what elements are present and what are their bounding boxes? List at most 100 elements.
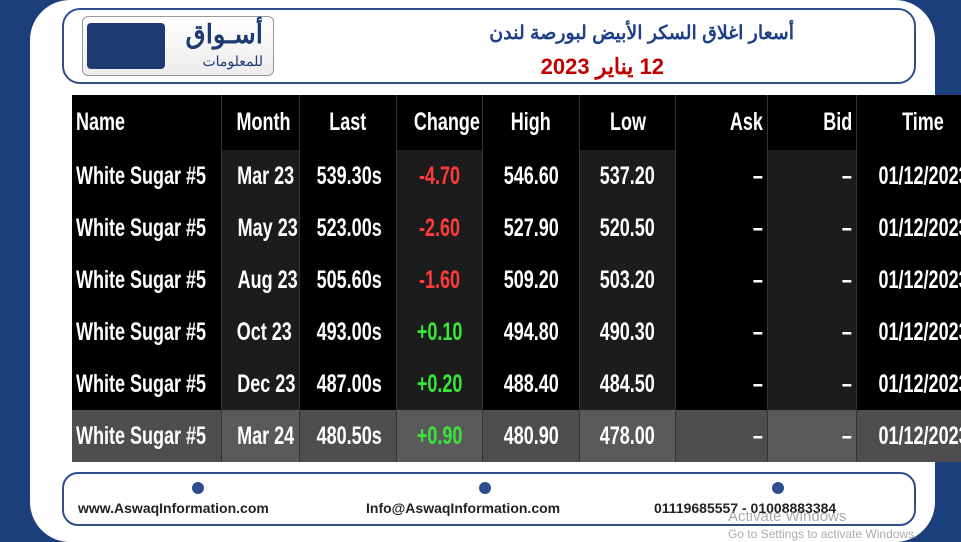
column-header: Name (72, 95, 222, 150)
cell: 509.20 (482, 254, 580, 306)
cell: – (767, 202, 857, 254)
cell: – (767, 410, 857, 462)
cell-text: Month (236, 108, 291, 136)
price-table: Name Month Last Change High Low Ask Bid Time Whit… (72, 95, 961, 462)
cell: 01/12/2023 (856, 150, 961, 202)
column-header: Low (579, 95, 676, 150)
cell-text: Mar 23 (237, 161, 295, 190)
cell: 01/12/2023 (856, 306, 961, 358)
cell-text: – (752, 421, 763, 450)
cell-text: 490.30 (599, 317, 656, 346)
cell: 478.00 (579, 410, 676, 462)
cell-text: -1.60 (418, 265, 461, 294)
cell: 503.20 (579, 254, 676, 306)
cell-text: – (841, 213, 852, 242)
cell: 01/12/2023 (856, 202, 961, 254)
cell-text: Change (413, 108, 480, 136)
cell-text: Mar 24 (237, 421, 295, 450)
watermark: Go to Settings to activate Windows. (728, 527, 918, 541)
cell: 488.40 (482, 358, 580, 410)
cell: – (675, 306, 768, 358)
column-header: Month (221, 95, 300, 150)
row: White Sugar #5 Aug 23 505.60s -1.60 509.20 50… (72, 254, 961, 306)
cell-text: 01/12/2023 (878, 213, 961, 242)
logo-sub: للمعلومات (202, 53, 263, 69)
cell-text: – (841, 317, 852, 346)
cell-text: – (841, 265, 852, 294)
phone-icon (772, 482, 784, 494)
watermark: Activate Windows (728, 508, 847, 525)
cell-text: Oct 23 (236, 317, 292, 346)
cell: White Sugar #5 (72, 358, 222, 410)
row: White Sugar #5 Dec 23 487.00s +0.20 488.40 48… (72, 358, 961, 410)
cell-text: 01/12/2023 (878, 161, 961, 190)
cell-text: Time (902, 108, 944, 136)
cell-text: 509.20 (503, 265, 559, 294)
cell: 480.50s (299, 410, 397, 462)
cell-text: +0.10 (416, 317, 463, 346)
cell: – (767, 306, 857, 358)
cell: – (767, 150, 857, 202)
cell: 480.90 (482, 410, 580, 462)
cell-text: White Sugar #5 (76, 213, 207, 242)
cell: -1.60 (396, 254, 483, 306)
cell: – (675, 254, 768, 306)
cell: 539.30s (299, 150, 397, 202)
cell: Oct 23 (221, 306, 300, 358)
column-header: Time (856, 95, 961, 150)
cell: 01/12/2023 (856, 410, 961, 462)
cell-text: White Sugar #5 (76, 317, 207, 346)
cell: White Sugar #5 (72, 410, 222, 462)
cell: White Sugar #5 (72, 150, 222, 202)
cell: Dec 23 (221, 358, 300, 410)
cell-text: Aug 23 (237, 265, 298, 294)
cell-text: Bid (822, 108, 852, 136)
cell: 520.50 (579, 202, 676, 254)
header: أسـواق للمعلومات أسعار اغلاق السكر الأبي… (62, 8, 916, 84)
cell: Mar 24 (221, 410, 300, 462)
row: White Sugar #5 Oct 23 493.00s +0.10 494.80 49… (72, 306, 961, 358)
cell: – (767, 358, 857, 410)
cell-text: 487.00s (316, 369, 382, 398)
cell: 01/12/2023 (856, 254, 961, 306)
cell-text: 01/12/2023 (878, 421, 961, 450)
cell-text: Low (609, 108, 646, 136)
cell-text: White Sugar #5 (76, 421, 207, 450)
cell: White Sugar #5 (72, 254, 222, 306)
cell-text: – (841, 161, 852, 190)
cell: 523.00s (299, 202, 397, 254)
cell: – (675, 202, 768, 254)
cell: 490.30 (579, 306, 676, 358)
column-header: Bid (767, 95, 857, 150)
cell: 487.00s (299, 358, 397, 410)
row: White Sugar #5 May 23 523.00s -2.60 527.90 52… (72, 202, 961, 254)
cell-text: 527.90 (503, 213, 559, 242)
cell: +0.20 (396, 358, 483, 410)
cell-text: 480.90 (503, 421, 559, 450)
cell-text: – (752, 265, 763, 294)
cell-text: 480.50s (316, 421, 382, 450)
column-header: High (482, 95, 580, 150)
cell: White Sugar #5 (72, 306, 222, 358)
website: www.AswaqInformation.com (78, 500, 269, 516)
cell-text: 494.80 (503, 317, 559, 346)
logo-name: أسـواق (185, 19, 263, 49)
column-header: Last (299, 95, 397, 150)
cell-text: – (841, 369, 852, 398)
cell: Mar 23 (221, 150, 300, 202)
cell-text: May 23 (237, 213, 298, 242)
cell-text: 01/12/2023 (878, 369, 961, 398)
cell-text: 505.60s (316, 265, 382, 294)
date: 12 يناير 2023 (540, 54, 664, 79)
cell-text: 01/12/2023 (878, 265, 961, 294)
cell: +0.90 (396, 410, 483, 462)
cell: May 23 (221, 202, 300, 254)
cell-text: Name (76, 108, 126, 136)
column-header: Ask (675, 95, 768, 150)
mail-icon (479, 482, 491, 494)
cell-text: White Sugar #5 (76, 369, 207, 398)
cell-text: Last (329, 108, 367, 136)
cell-text: 546.60 (503, 161, 559, 190)
cell: 484.50 (579, 358, 676, 410)
